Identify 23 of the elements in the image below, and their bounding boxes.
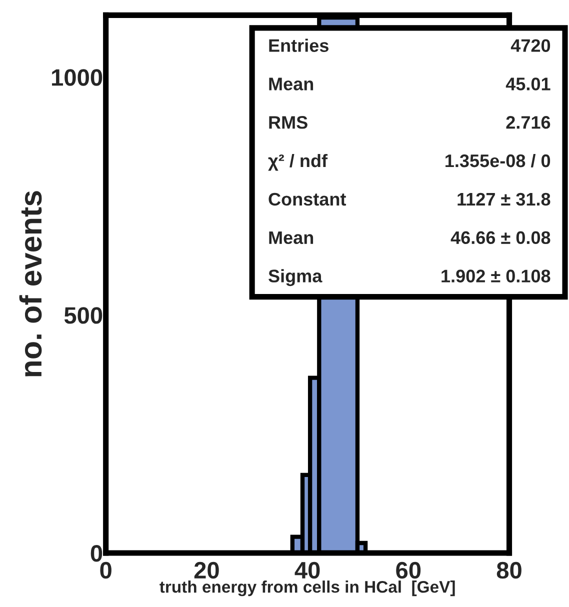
text: 4720: [510, 39, 550, 52]
annotation: Mean: [269, 231, 314, 244]
y-tick-label: 500: [64, 307, 102, 324]
x-tick-label: 60: [396, 562, 421, 579]
annotation: 45.01: [506, 78, 550, 90]
y-tick-label: 0: [90, 545, 102, 562]
annotation: 46.66 ± 0.08: [450, 231, 550, 244]
annotation: 1.902 ± 0.108: [442, 270, 550, 282]
y-tick-label: 1000: [52, 69, 102, 86]
x-tick-label: 80: [496, 562, 522, 579]
y-axis-title: no. of events: [19, 191, 42, 376]
annotation: Entries: [269, 38, 328, 52]
annotation: Constant: [268, 192, 346, 206]
x-tick-label: 20: [194, 562, 219, 579]
annotation: RMS: [269, 116, 308, 129]
annotation: Mean: [269, 78, 314, 90]
x-tick-label: 40: [294, 562, 320, 579]
annotation: 1.355e-08 / 0: [446, 154, 550, 168]
x-axis-title: truth energy from cells in HCal [GeV]: [160, 580, 455, 596]
annotation: 1127 ± 31.8: [458, 192, 550, 206]
annotation: 2.716: [506, 116, 550, 129]
annotation: χ² / ndf: [268, 154, 328, 171]
annotation: Sigma: [268, 269, 322, 286]
